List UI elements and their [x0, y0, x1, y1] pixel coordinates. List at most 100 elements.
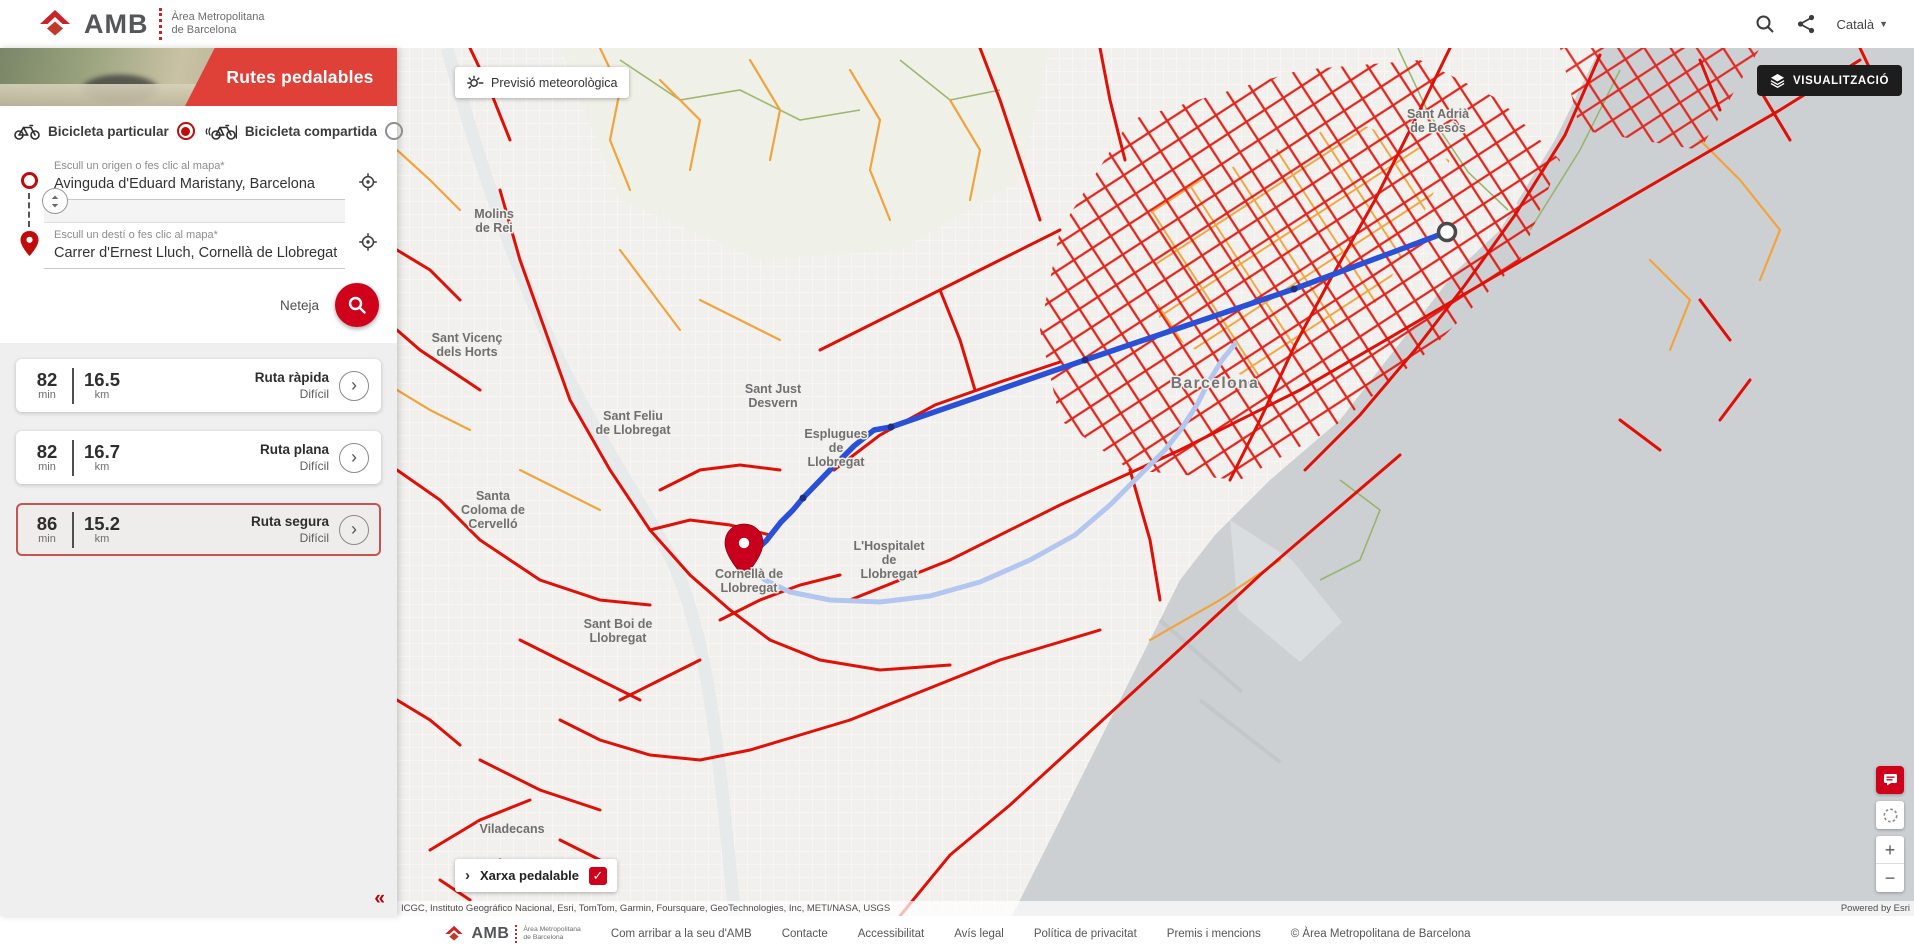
layer-checkbox-checked[interactable]: ✓: [589, 866, 607, 885]
feedback-chat-button[interactable]: [1876, 766, 1904, 794]
origin-field-group: Escull un origen o fes clic al mapa*: [44, 154, 345, 199]
chevron-right-icon: ›: [351, 374, 357, 395]
amb-chevron-icon: [40, 10, 70, 36]
map-city-label: Sant Vicenç dels Horts: [432, 331, 503, 359]
brand-acronym: AMB: [84, 8, 149, 39]
zoom-panel: + −: [1876, 836, 1904, 892]
route-distance: 16.7: [84, 440, 121, 462]
origin-input[interactable]: [54, 176, 337, 192]
option-bicicleta-compartida[interactable]: Bicicleta compartida: [205, 122, 403, 140]
page-title: Rutes pedalables: [226, 66, 374, 87]
footer-link-com-arribar[interactable]: Com arribar a la seu d'AMB: [610, 928, 752, 940]
header-actions: Català ▼: [1755, 14, 1889, 34]
top-header: AMB Àrea Metropolitana de Barcelona Cata…: [0, 0, 1914, 48]
zoom-in-button[interactable]: +: [1876, 836, 1904, 864]
amb-logo[interactable]: AMB Àrea Metropolitana de Barcelona: [36, 8, 264, 40]
footer-link-avis-legal[interactable]: Avís legal: [954, 928, 1004, 940]
magnifier-icon: [348, 296, 366, 314]
radio-unselected-icon: [384, 122, 403, 140]
destination-use-location-button[interactable]: [358, 232, 378, 255]
route-card-rapida[interactable]: 82 min 16.5 km Ruta ràpida Difícil ›: [16, 359, 381, 412]
route-distance: 16.5: [84, 368, 121, 390]
route-minutes: 86: [36, 512, 58, 534]
map-city-label: Sant Just Desvern: [745, 382, 802, 410]
map-controls: + −: [1876, 766, 1904, 892]
footer-link-premis[interactable]: Premis i mencions: [1166, 928, 1261, 940]
clear-button[interactable]: Neteja: [279, 297, 319, 313]
route-distance: 15.2: [84, 512, 121, 534]
map-city-label: Sant Adrià de Besòs: [1407, 107, 1469, 135]
attribution-sources: ICGC, Instituto Geográfico Nacional, Esr…: [401, 903, 891, 914]
map-city-label: Cornellà de Llobregat: [715, 567, 783, 595]
route-minutes: 82: [36, 368, 58, 390]
brand-divider: [158, 8, 162, 40]
visualization-button[interactable]: VISUALITZACIÓ: [1757, 65, 1902, 96]
route-form: Escull un origen o fes clic al mapa* Esc…: [0, 150, 397, 269]
layers-icon: [1770, 73, 1785, 88]
banner: Rutes pedalables: [0, 48, 397, 106]
map-city-label: Barcelona: [1171, 375, 1259, 392]
bicycle-icon: [14, 124, 40, 140]
map-labels: Molins de Rei Sant Vicenç dels Horts Santa Co…: [430, 106, 1470, 838]
origin-use-location-button[interactable]: [358, 172, 378, 195]
footer-link-privacitat[interactable]: Política de privacitat: [1033, 928, 1137, 940]
destination-input[interactable]: [54, 245, 337, 261]
footer-link-contacte[interactable]: Contacte: [781, 928, 828, 940]
map-city-label: Esplugues de Llobregat: [804, 427, 867, 469]
destination-field-group: Escull un destí o fes clic al mapa*: [44, 223, 345, 269]
map-canvas[interactable]: Molins de Rei Sant Vicenç dels Horts Santa Co…: [397, 48, 1914, 916]
map-attribution: ICGC, Instituto Geográfico Nacional, Esr…: [397, 901, 1914, 916]
radio-selected-icon: [176, 122, 195, 140]
expand-chevron-icon[interactable]: ›: [465, 867, 470, 884]
geolocate-button[interactable]: [1876, 801, 1904, 829]
share-icon[interactable]: [1797, 14, 1815, 34]
route-detail-button[interactable]: ›: [339, 370, 369, 401]
footer-link-accessibilitat[interactable]: Accessibilitat: [857, 928, 925, 940]
destination-pin-icon: [20, 231, 38, 256]
origin-marker-icon: [20, 172, 38, 189]
route-alternative-line: [744, 341, 1238, 605]
marker-column: [14, 154, 44, 269]
field-divider: [42, 188, 345, 223]
search-icon[interactable]: [1755, 14, 1775, 34]
brand-org-name: Àrea Metropolitana de Barcelona: [171, 11, 265, 36]
powered-by-esri: Powered by Esri: [1840, 903, 1910, 914]
swap-arrows-icon: [51, 195, 59, 207]
route-detail-button[interactable]: ›: [339, 514, 369, 545]
route-card-segura-selected[interactable]: 86 min 15.2 km Ruta segura Difícil ›: [16, 503, 381, 556]
route-difficulty: Difícil: [299, 387, 329, 401]
route-difficulty: Difícil: [299, 459, 329, 473]
locate-dashed-circle-icon: [1883, 808, 1897, 822]
map-city-label: Santa Coloma de Cervelló: [461, 489, 525, 531]
map-artwork: [397, 48, 1914, 916]
weather-forecast-button[interactable]: Previsió meteorològica: [455, 67, 630, 98]
route-name: Ruta segura: [250, 514, 329, 529]
sidebar-collapse-button[interactable]: «: [374, 888, 385, 909]
route-name: Ruta ràpida: [254, 370, 329, 385]
layer-toggle-panel[interactable]: › Xarxa pedalable ✓: [455, 859, 617, 892]
route-difficulty: Difícil: [299, 531, 329, 545]
chevron-down-icon: ▼: [1879, 19, 1888, 29]
shared-bicycle-icon: [205, 124, 237, 140]
map-destination-pin[interactable]: [724, 523, 764, 578]
fields-column: Escull un origen o fes clic al mapa* Esc…: [42, 154, 345, 269]
bike-type-selector: Bicicleta particular Bicicleta compartid…: [0, 106, 403, 150]
option-bicicleta-particular[interactable]: Bicicleta particular: [14, 122, 195, 140]
route-search-button[interactable]: [335, 283, 379, 327]
map-city-label: Sant Boi de Llobregat: [584, 617, 653, 645]
map-origin-marker[interactable]: [1436, 221, 1458, 243]
stat-divider: [72, 367, 74, 404]
banner-ribbon: Rutes pedalables: [185, 48, 397, 106]
sun-weather-icon: [467, 75, 484, 89]
route-card-plana[interactable]: 82 min 16.7 km Ruta plana Difícil ›: [16, 431, 381, 484]
sidebar: Rutes pedalables Bicicleta particular: [0, 48, 403, 916]
map-city-label: L'Hospitalet de Llobregat: [853, 539, 925, 581]
zoom-out-button[interactable]: −: [1876, 864, 1904, 892]
swap-origin-destination-button[interactable]: [42, 188, 68, 214]
route-detail-button[interactable]: ›: [339, 442, 369, 473]
search-actions-row: Neteja: [0, 269, 397, 343]
footer-amb-logo[interactable]: AMB Àrea Metropolitana de Barcelona: [443, 925, 581, 943]
language-selector[interactable]: Català ▼: [1836, 16, 1889, 32]
map-city-label: Molins de Rei: [474, 207, 514, 235]
